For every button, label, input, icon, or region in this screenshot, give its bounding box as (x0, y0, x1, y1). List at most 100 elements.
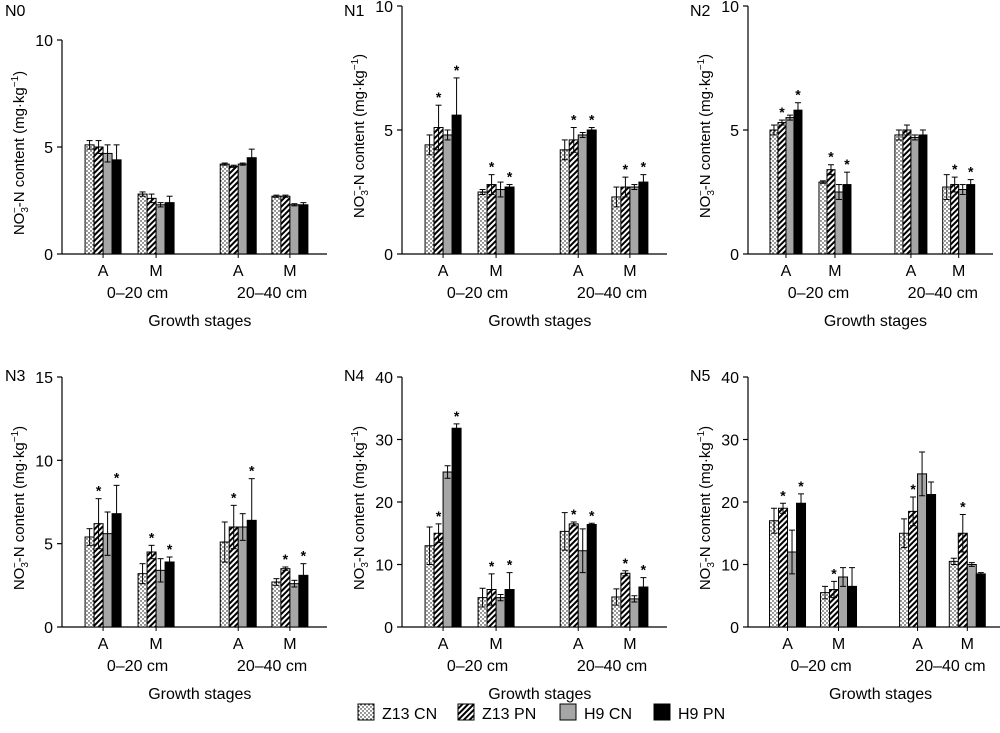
bar-z13cn (84, 536, 95, 628)
significance-star: * (779, 104, 785, 120)
y-axis-label-part: 3 (20, 207, 31, 213)
significance-star: * (641, 562, 647, 578)
legend-item-h9pn: H9 PN (653, 703, 725, 723)
y-tick-label: 20 (375, 495, 393, 512)
bar-z13pn (826, 169, 836, 255)
significance-star: * (301, 548, 307, 564)
stage-label: A (98, 263, 109, 280)
y-axis-label-part: NO (697, 568, 714, 591)
depth-label: 0–20 cm (790, 658, 851, 675)
stage-label: M (283, 636, 296, 653)
bar-h9cn (155, 204, 166, 255)
bar-h9pn (926, 494, 937, 628)
y-axis-label-part: − (10, 562, 21, 568)
y-axis-label-part: 3 (360, 190, 371, 196)
bar-h9cn (958, 189, 968, 255)
bar-h9pn (918, 134, 928, 255)
y-tick-label: 0 (730, 620, 739, 637)
stage-label: A (438, 636, 449, 653)
bar-z13cn (477, 191, 488, 255)
y-tick-label: 0 (384, 620, 393, 637)
bar-h9pn (975, 573, 986, 628)
bar-h9cn (785, 117, 795, 255)
y-axis-label-part: ) (351, 54, 368, 59)
y-tick-label: 10 (721, 558, 739, 575)
panel-label: N4 (344, 368, 365, 385)
bar-h9cn (629, 186, 640, 255)
bar-z13pn (228, 165, 239, 255)
bar-z13cn (948, 560, 959, 628)
significance-star: * (623, 161, 629, 177)
bar-h9pn (504, 186, 515, 255)
bar-h9pn (793, 109, 803, 255)
significance-star: * (489, 159, 495, 175)
bar-z13pn (778, 507, 789, 628)
x-axis-label: Growth stages (488, 313, 591, 330)
bar-h9cn (442, 134, 453, 255)
y-axis-label: NO3−-N content (mg·kg−1) (10, 426, 31, 590)
bar-h9pn (638, 181, 649, 255)
bar-h9pn (586, 524, 597, 628)
depth-label: 0–20 cm (447, 285, 508, 302)
stage-label: M (961, 636, 974, 653)
significance-star: * (571, 112, 577, 128)
bar-h9pn (298, 204, 309, 255)
bar-z13cn (894, 134, 904, 255)
bar-h9cn (237, 163, 248, 255)
y-tick-label: 40 (375, 370, 393, 387)
bar-h9cn (237, 526, 248, 628)
y-tick-label: 10 (35, 453, 53, 470)
y-axis-label: NO3−-N content (mg·kg−1) (696, 426, 717, 590)
significance-star: * (910, 481, 916, 497)
bar-h9pn (796, 502, 807, 628)
stage-label: A (98, 636, 109, 653)
depth-label: 0–20 cm (788, 285, 849, 302)
legend-item-h9cn: H9 CN (559, 703, 632, 723)
bar-z13cn (769, 129, 779, 255)
y-axis-label-part: -N content (mg·kg (697, 70, 714, 190)
bar-z13pn (146, 551, 157, 628)
bar-z13pn (568, 139, 579, 255)
panel-n4: N4 0 10 20 30 40 NO3−-N content (mg·kg−1) * * * * *… (344, 368, 667, 703)
depth-label: 20–40 cm (908, 285, 978, 302)
significance-star: * (571, 506, 577, 522)
bar-h9cn (289, 204, 300, 255)
x-axis-label: Growth stages (148, 686, 251, 703)
panel-label: N3 (5, 368, 26, 385)
bar-h9cn (495, 597, 506, 628)
bar-h9pn (451, 427, 462, 628)
depth-label: 0–20 cm (107, 285, 168, 302)
panel-n3: N3 0 5 10 15 NO3−-N content (mg·kg−1) * * * * * * * *… (5, 368, 327, 703)
y-tick-label: 0 (730, 247, 739, 264)
depth-label: 20–40 cm (577, 285, 647, 302)
significance-star: * (798, 478, 804, 494)
legend-label: H9 CN (584, 706, 632, 723)
significance-star: * (641, 159, 647, 175)
bar-h9cn (495, 189, 506, 255)
y-axis-label-part: 3 (706, 190, 717, 196)
depth-label: 20–40 cm (577, 658, 647, 675)
y-axis-label: NO3−-N content (mg·kg−1) (696, 54, 717, 218)
y-axis-label-part: ) (697, 54, 714, 59)
y-axis-label-part: − (350, 562, 361, 568)
legend-label: H9 PN (678, 706, 725, 723)
y-tick-label: 30 (375, 433, 393, 450)
significance-star: * (114, 469, 120, 485)
y-tick-label: 10 (375, 0, 393, 16)
y-tick-label: 10 (35, 33, 53, 50)
bar-h9cn (966, 564, 977, 628)
y-tick-label: 0 (384, 247, 393, 264)
bar-z13pn (908, 510, 919, 628)
legend-item-z13cn: Z13 CN (357, 703, 437, 723)
significance-star: * (283, 551, 289, 567)
stage-label: M (828, 263, 841, 280)
bar-z13cn (559, 149, 570, 255)
significance-star: * (960, 499, 966, 515)
significance-star: * (623, 555, 629, 571)
y-axis-label-part: − (10, 207, 21, 213)
significance-star: * (968, 164, 974, 180)
bar-z13pn (93, 146, 104, 255)
legend-item-z13pn: Z13 PN (457, 703, 536, 723)
y-axis-label-part: NO (11, 568, 28, 591)
